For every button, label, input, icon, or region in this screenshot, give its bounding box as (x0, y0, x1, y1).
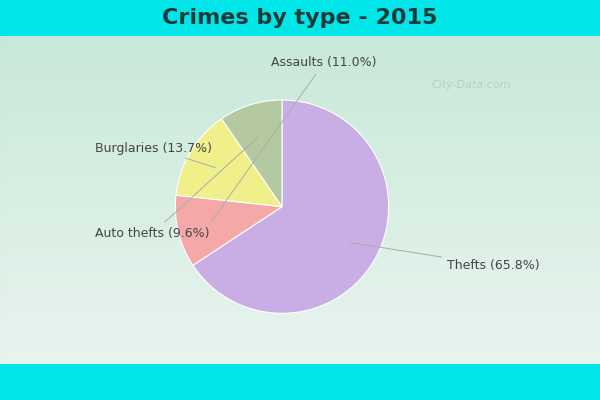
Bar (0, 298, 600, 302)
Bar (0, 212, 600, 216)
Bar (0, 196, 600, 200)
Bar (0, 249, 600, 253)
Text: Auto thefts (9.6%): Auto thefts (9.6%) (95, 137, 258, 240)
Bar (0, 85, 600, 89)
Bar (0, 262, 600, 266)
Bar (0, 151, 600, 155)
Bar (0, 118, 600, 122)
Bar (0, 192, 600, 196)
Bar (0, 155, 600, 159)
Bar (0, 282, 600, 286)
Bar (0, 138, 600, 143)
Bar (0, 102, 600, 106)
Bar (0, 286, 600, 290)
Bar (0, 159, 600, 163)
Bar (0, 65, 600, 69)
Bar (0, 241, 600, 245)
Bar (0, 171, 600, 175)
Bar (0, 69, 600, 73)
Bar (0, 48, 600, 52)
Bar (0, 311, 600, 315)
Bar (0, 266, 600, 270)
Bar (0, 52, 600, 56)
Text: Crimes by type - 2015: Crimes by type - 2015 (163, 8, 437, 28)
Bar (0, 81, 600, 85)
Bar (0, 237, 600, 241)
Bar (0, 233, 600, 237)
Bar (0, 110, 600, 114)
Bar (0, 73, 600, 77)
Bar (0, 278, 600, 282)
Wedge shape (176, 119, 282, 207)
Bar (0, 147, 600, 151)
Bar (0, 36, 600, 40)
Bar (0, 106, 600, 110)
Bar (0, 77, 600, 81)
Bar (0, 339, 600, 344)
Bar (0, 134, 600, 138)
Bar (0, 200, 600, 204)
Bar (0, 40, 600, 44)
Wedge shape (221, 100, 282, 207)
Text: Thefts (65.8%): Thefts (65.8%) (350, 242, 540, 272)
Bar (0, 229, 600, 233)
Bar (0, 258, 600, 262)
Bar (0, 344, 600, 348)
Bar (0, 122, 600, 126)
Text: Burglaries (13.7%): Burglaries (13.7%) (95, 142, 215, 168)
Bar (0, 315, 600, 319)
Bar (0, 94, 600, 98)
Bar (0, 290, 600, 294)
Bar (0, 180, 600, 184)
Bar (0, 204, 600, 208)
Bar (0, 126, 600, 130)
Bar (0, 270, 600, 274)
Bar (0, 335, 600, 339)
Wedge shape (193, 100, 389, 313)
Bar (0, 44, 600, 48)
Bar (0, 188, 600, 192)
Bar (0, 348, 600, 352)
Bar (0, 245, 600, 249)
Bar (0, 56, 600, 60)
Bar (0, 302, 600, 306)
Bar (0, 352, 600, 356)
Bar (0, 216, 600, 220)
Bar (0, 306, 600, 311)
Bar (0, 356, 600, 360)
Bar (0, 208, 600, 212)
Bar (0, 327, 600, 331)
Bar (0, 175, 600, 180)
Bar (0, 89, 600, 94)
Bar (0, 225, 600, 229)
Bar (0, 294, 600, 298)
Bar (0, 60, 600, 65)
Bar (0, 253, 600, 258)
Bar (0, 319, 600, 323)
Bar (0, 114, 600, 118)
Wedge shape (175, 195, 282, 265)
Bar (0, 98, 600, 102)
Bar (0, 143, 600, 147)
Bar (0, 163, 600, 167)
Bar (0, 323, 600, 327)
Bar (0, 360, 600, 364)
Text: Assaults (11.0%): Assaults (11.0%) (211, 56, 377, 222)
Bar (0, 167, 600, 171)
Bar (0, 331, 600, 335)
Bar (0, 220, 600, 225)
Bar (0, 184, 600, 188)
Bar (0, 274, 600, 278)
Text: City-Data.com: City-Data.com (432, 80, 511, 90)
Bar (0, 130, 600, 134)
